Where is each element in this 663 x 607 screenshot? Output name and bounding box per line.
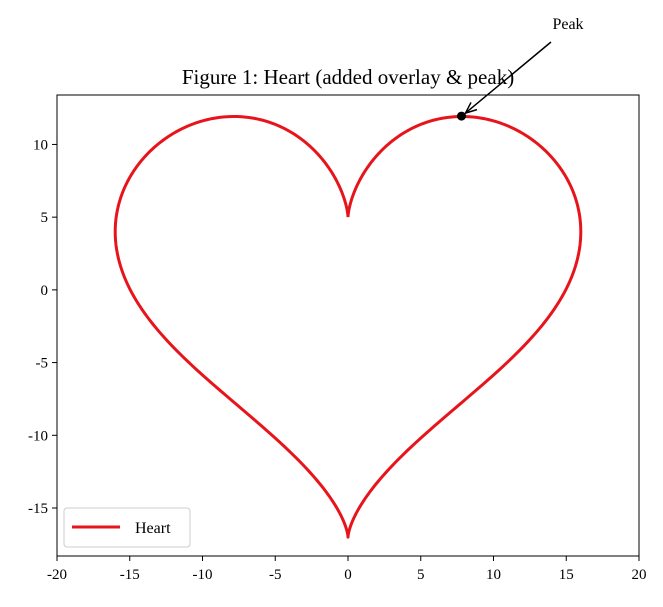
heart-series-line <box>113 114 583 539</box>
x-tick-label: 0 <box>344 567 352 583</box>
annotation-layer: Peak <box>456 16 584 121</box>
legend: Heart <box>63 507 191 548</box>
x-tick-label: 10 <box>486 567 501 583</box>
x-tick-label: -15 <box>120 567 140 583</box>
y-tick-label: -10 <box>28 428 48 444</box>
plot-layer <box>113 114 583 539</box>
peak-marker <box>456 111 466 121</box>
annotation-arrowhead <box>464 102 478 115</box>
x-tick-label: 20 <box>632 567 647 583</box>
axes-frame <box>56 94 640 557</box>
y-tick-label: -15 <box>28 501 48 517</box>
ticks-layer: -20 -15 -10 -5 0 5 10 15 20 -15 -10 -5 0 5 10 <box>28 137 647 583</box>
y-tick-label: 0 <box>41 283 49 299</box>
x-tick-label: 15 <box>559 567 574 583</box>
annotation-arrow-line <box>465 41 552 114</box>
y-tick-label: 5 <box>41 210 49 226</box>
chart-title: Figure 1: Heart (added overlay & peak) <box>182 65 514 89</box>
legend-label: Heart <box>135 520 171 537</box>
y-tick-label: -5 <box>36 356 49 372</box>
legend-box <box>63 507 191 548</box>
x-tick-label: -5 <box>269 567 282 583</box>
x-tick-label: -20 <box>47 567 67 583</box>
annotation-label: Peak <box>552 16 583 33</box>
y-tick-label: 10 <box>33 137 48 153</box>
x-tick-label: -10 <box>193 567 213 583</box>
x-tick-label: 5 <box>417 567 425 583</box>
